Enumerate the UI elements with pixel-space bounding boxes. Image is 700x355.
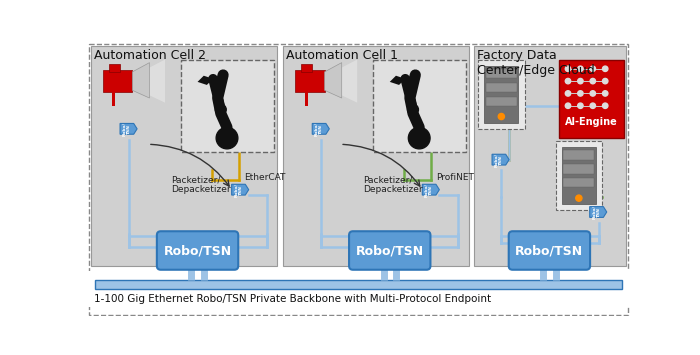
Text: ProfiNET: ProfiNET <box>436 174 474 182</box>
Polygon shape <box>400 76 416 85</box>
Text: AI-Engine: AI-Engine <box>565 117 617 127</box>
Text: Robo/
TSN: Robo/ TSN <box>592 205 601 219</box>
Circle shape <box>603 103 608 108</box>
Bar <box>88 271 630 307</box>
Polygon shape <box>589 207 607 217</box>
Polygon shape <box>422 184 440 195</box>
Polygon shape <box>232 184 248 195</box>
Circle shape <box>578 91 583 96</box>
Circle shape <box>407 104 419 115</box>
Text: Automation Cell 1: Automation Cell 1 <box>286 49 398 62</box>
Text: EtherCAT: EtherCAT <box>244 174 286 182</box>
Bar <box>304 92 307 106</box>
Bar <box>556 141 602 211</box>
Bar <box>90 46 276 266</box>
Bar <box>484 66 519 123</box>
Text: Robo/
TSN: Robo/ TSN <box>122 122 131 136</box>
Text: Factory Data
Center/Edge Cloud: Factory Data Center/Edge Cloud <box>477 49 595 77</box>
Text: Packetizer/
Depacketizer: Packetizer/ Depacketizer <box>172 175 231 195</box>
Bar <box>283 46 469 266</box>
Circle shape <box>590 103 596 108</box>
Bar <box>559 60 624 138</box>
Bar <box>562 147 596 204</box>
Bar <box>295 70 325 92</box>
Bar <box>486 97 517 106</box>
FancyBboxPatch shape <box>509 231 590 270</box>
Polygon shape <box>132 62 150 98</box>
Circle shape <box>603 66 608 71</box>
Polygon shape <box>120 124 137 134</box>
Circle shape <box>575 195 582 201</box>
Text: 1-100 Gig Ethernet Robo/TSN Private Backbone with Multi-Protocol Endpoint: 1-100 Gig Ethernet Robo/TSN Private Back… <box>94 294 491 304</box>
Circle shape <box>216 104 226 115</box>
Polygon shape <box>325 62 342 98</box>
Polygon shape <box>209 76 224 85</box>
Bar <box>564 164 594 174</box>
Text: Automation Cell 2: Automation Cell 2 <box>94 49 206 62</box>
Circle shape <box>590 91 596 96</box>
Polygon shape <box>390 76 405 85</box>
FancyBboxPatch shape <box>349 231 430 270</box>
Circle shape <box>498 114 505 120</box>
Circle shape <box>603 78 608 84</box>
Text: Robo/
TSN: Robo/ TSN <box>315 122 323 136</box>
Bar <box>486 69 517 78</box>
Polygon shape <box>492 154 509 165</box>
Text: Robo/TSN: Robo/TSN <box>164 244 232 257</box>
Bar <box>564 151 594 160</box>
Text: Robo/
TSN: Robo/ TSN <box>425 182 433 197</box>
Bar <box>564 178 594 187</box>
Text: Robo/TSN: Robo/TSN <box>515 244 584 257</box>
Circle shape <box>566 91 570 96</box>
Polygon shape <box>312 124 329 134</box>
Circle shape <box>603 91 608 96</box>
Bar <box>103 70 132 92</box>
Circle shape <box>578 78 583 84</box>
Bar <box>181 60 274 152</box>
Circle shape <box>566 78 570 84</box>
Text: Robo/
TSN: Robo/ TSN <box>495 153 503 167</box>
Bar <box>302 64 312 72</box>
FancyBboxPatch shape <box>157 231 238 270</box>
Text: Robo/
TSN: Robo/ TSN <box>234 182 243 197</box>
Bar <box>372 60 466 152</box>
Circle shape <box>578 103 583 108</box>
Circle shape <box>590 78 596 84</box>
Bar <box>474 46 626 266</box>
Circle shape <box>216 127 238 149</box>
Polygon shape <box>325 60 357 103</box>
Circle shape <box>590 66 596 71</box>
Text: Robo/TSN: Robo/TSN <box>356 244 424 257</box>
Bar <box>95 280 622 289</box>
Bar <box>109 64 120 72</box>
Polygon shape <box>197 76 213 85</box>
Bar <box>486 83 517 92</box>
Circle shape <box>566 66 570 71</box>
Circle shape <box>578 66 583 71</box>
Circle shape <box>566 103 570 108</box>
Circle shape <box>408 127 430 149</box>
Bar <box>478 60 524 129</box>
Polygon shape <box>132 60 165 103</box>
Bar <box>112 92 116 106</box>
Text: Packetizer/
Depacketizer: Packetizer/ Depacketizer <box>363 175 423 195</box>
